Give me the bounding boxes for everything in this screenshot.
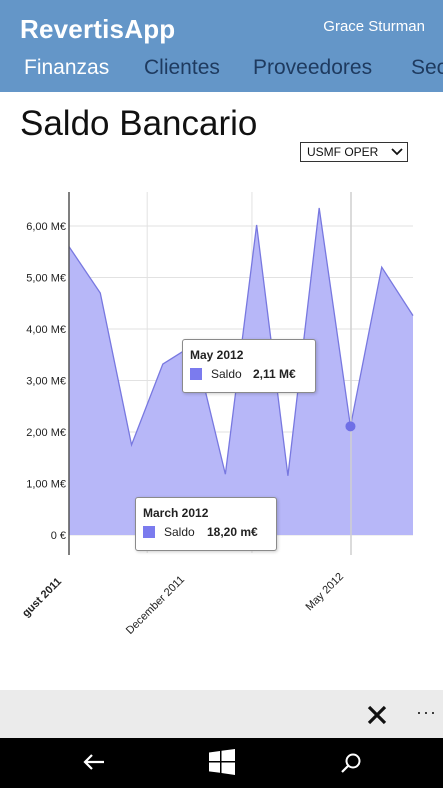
- app-title: RevertisApp: [20, 14, 176, 44]
- tab-proveedores[interactable]: Proveedores: [253, 56, 373, 79]
- tooltip-title: May 2012: [190, 348, 244, 362]
- search-icon[interactable]: [340, 752, 362, 774]
- more-icon[interactable]: ···: [416, 702, 437, 722]
- tooltip-title: March 2012: [143, 506, 209, 520]
- x-tick-label: gust 2011: [20, 576, 64, 620]
- tooltip-march-2012: March 2012 Saldo 18,20 m€: [135, 497, 277, 551]
- tooltip-series: Saldo: [164, 525, 195, 539]
- y-tick-label: 2,00 M€: [26, 427, 66, 439]
- app-header: RevertisApp Grace Sturman Finanzas Clien…: [0, 0, 443, 92]
- y-tick-label: 3,00 M€: [26, 376, 66, 388]
- chart-axes: [68, 192, 352, 555]
- x-tick-labels: gust 2011 December 2011 May 2012: [20, 571, 346, 637]
- chevron-down-icon: [391, 148, 403, 156]
- y-tick-labels: 0 € 1,00 M€ 2,00 M€ 3,00 M€ 4,00 M€ 5,00 M€ 6,…: [26, 221, 66, 542]
- tooltip-may-2012: May 2012 Saldo 2,11 M€: [182, 339, 316, 393]
- windows-logo-icon[interactable]: [209, 749, 235, 775]
- chart-markers: [345, 421, 356, 432]
- user-name[interactable]: Grace Sturman: [323, 18, 425, 35]
- y-tick-label: 0 €: [51, 530, 66, 542]
- tab-finanzas[interactable]: Finanzas: [24, 56, 110, 79]
- company-select[interactable]: USMF OPER: [300, 142, 408, 162]
- app-bar: [0, 690, 443, 738]
- x-tick-label: May 2012: [303, 571, 346, 614]
- tooltip-series: Saldo: [211, 367, 242, 381]
- x-tick-label: December 2011: [124, 574, 187, 637]
- back-arrow-icon[interactable]: [82, 752, 106, 772]
- company-select-value: USMF OPER: [307, 145, 379, 159]
- close-icon[interactable]: [364, 702, 390, 728]
- y-tick-label: 5,00 M€: [26, 273, 66, 285]
- y-tick-label: 4,00 M€: [26, 324, 66, 336]
- tab-clientes[interactable]: Clientes: [144, 56, 220, 79]
- tooltip-value: 2,11 M€: [253, 367, 296, 381]
- tab-sec[interactable]: Sec: [411, 56, 443, 79]
- highlight-marker: [345, 421, 356, 432]
- y-tick-label: 1,00 M€: [26, 479, 66, 491]
- legend-swatch: [190, 368, 202, 380]
- tooltip-value: 18,20 m€: [207, 525, 258, 539]
- page-title: Saldo Bancario: [20, 104, 258, 143]
- y-tick-label: 6,00 M€: [26, 221, 66, 233]
- balance-chart: 0 € 1,00 M€ 2,00 M€ 3,00 M€ 4,00 M€ 5,00 M€ 6,…: [20, 192, 414, 637]
- legend-swatch: [143, 526, 155, 538]
